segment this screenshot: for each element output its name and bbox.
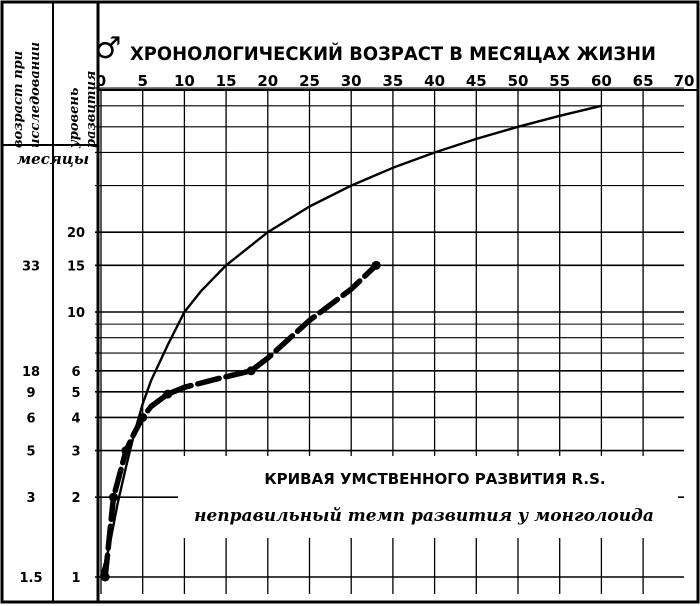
level-tick-label: 5 [71,386,80,401]
x-tick-label: 50 [508,72,529,90]
x-tick-label: 15 [216,72,237,90]
x-tick-label: 20 [257,72,278,90]
x-tick-label: 10 [174,72,195,90]
level-tick-label: 15 [67,259,85,274]
x-tick-label: 35 [382,72,403,90]
age-at-examination-label: 18 [22,365,40,380]
tick-labels: 0 5 10 15 20 25 30 35 40 45 50 55 60 65 70123456101520… [19,72,694,586]
annotation-title: КРИВАЯ УМСТВЕННОГО РАЗВИТИЯ R.S. [264,470,605,488]
col-header-level: уровень развития [67,71,99,149]
x-tick-label: 5 [137,72,147,90]
level-tick-label: 6 [71,365,80,380]
data-point [371,260,381,270]
level-tick-label: 20 [67,226,85,241]
chart-title: ХРОНОЛОГИЧЕСКИЙ ВОЗРАСТ В МЕСЯЦАХ ЖИЗНИ [130,42,656,65]
x-tick-label: 25 [299,72,320,90]
level-tick-label: 3 [71,445,80,460]
data-point [163,389,173,399]
level-tick-label: 10 [67,306,85,321]
data-point [138,412,148,422]
x-tick-label: 60 [591,72,612,90]
x-tick-label: 40 [424,72,445,90]
age-at-examination-label: 9 [26,386,35,401]
x-tick-label: 65 [633,72,654,90]
x-tick-label: 70 [674,72,695,90]
age-at-examination-label: 3 [26,491,35,506]
age-at-examination-label: 33 [22,259,40,274]
annotation-background [178,456,678,538]
x-tick-label: 0 [96,72,106,90]
normal-development-curve [99,104,602,578]
age-at-examination-label: 1.5 [19,571,42,586]
annotation-subtitle: неправильный темп развития у монголоида [194,506,654,526]
x-tick-label: 55 [549,72,570,90]
months-label: месяцы [17,150,89,168]
data-point [121,446,131,456]
age-at-examination-label: 5 [26,445,35,460]
male-symbol: ♂ [95,31,122,66]
data-point [109,492,119,502]
level-tick-label: 4 [71,411,80,426]
col-header-age: возраст при исследовании [11,42,43,148]
level-tick-label: 2 [71,491,80,506]
x-tick-label: 30 [341,72,362,90]
data-point [246,366,256,376]
points-layer [100,260,381,582]
level-tick-label: 1 [71,571,80,586]
data-point [100,572,110,582]
age-at-examination-label: 6 [26,411,35,426]
x-tick-label: 45 [466,72,487,90]
